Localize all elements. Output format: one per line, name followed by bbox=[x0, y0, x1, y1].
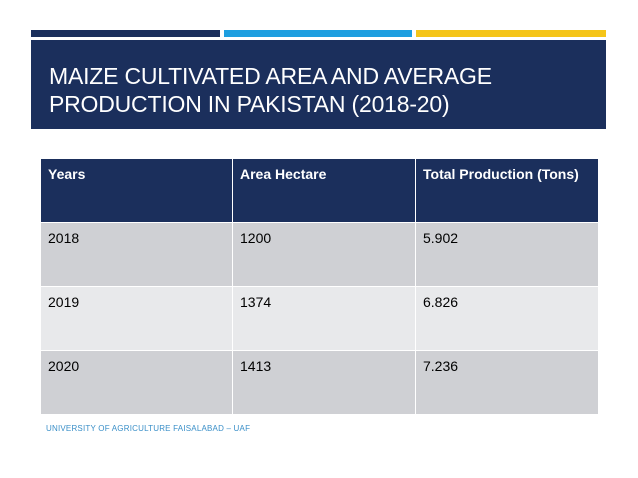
cell-production: 6.826 bbox=[415, 286, 599, 351]
cell-production: 5.902 bbox=[415, 222, 599, 287]
cell-year: 2018 bbox=[40, 222, 233, 287]
table-header-row: Years Area Hectare Total Production (Ton… bbox=[40, 158, 599, 223]
accent-bar-navy bbox=[31, 30, 220, 37]
table-row: 2019 1374 6.826 bbox=[40, 286, 599, 351]
data-table: Years Area Hectare Total Production (Ton… bbox=[40, 158, 599, 415]
header-total-production: Total Production (Tons) bbox=[415, 158, 599, 223]
cell-area: 1374 bbox=[232, 286, 416, 351]
header-area-hectare: Area Hectare bbox=[232, 158, 416, 223]
footer-text: UNIVERSITY OF AGRICULTURE FAISALABAD – U… bbox=[46, 424, 251, 433]
accent-bar-yellow bbox=[416, 30, 606, 37]
cell-year: 2020 bbox=[40, 350, 233, 415]
cell-area: 1200 bbox=[232, 222, 416, 287]
slide-title: MAIZE CULTIVATED AREA AND AVERAGE PRODUC… bbox=[49, 63, 492, 117]
header-years: Years bbox=[40, 158, 233, 223]
cell-year: 2019 bbox=[40, 286, 233, 351]
cell-area: 1413 bbox=[232, 350, 416, 415]
accent-bar-blue bbox=[224, 30, 412, 37]
table-row: 2020 1413 7.236 bbox=[40, 350, 599, 415]
cell-production: 7.236 bbox=[415, 350, 599, 415]
title-band: MAIZE CULTIVATED AREA AND AVERAGE PRODUC… bbox=[31, 40, 606, 129]
table-row: 2018 1200 5.902 bbox=[40, 222, 599, 287]
